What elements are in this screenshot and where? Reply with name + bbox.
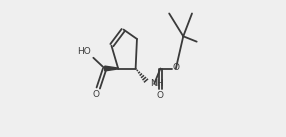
Text: O: O [172,63,180,72]
Text: NH: NH [150,79,163,89]
Text: HO: HO [77,47,91,56]
Text: O: O [157,91,164,100]
Text: O: O [93,90,100,99]
Polygon shape [105,66,118,71]
